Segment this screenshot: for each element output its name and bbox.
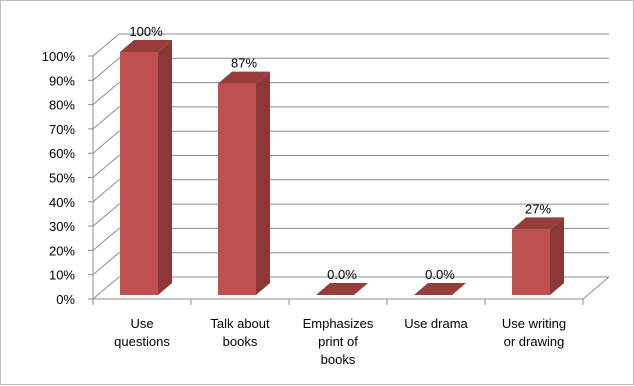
y-tick-label: 40% [49, 195, 75, 210]
x-category-label: Use drama [404, 316, 468, 331]
y-tick-label: 90% [49, 73, 75, 88]
x-category-label: print of [318, 334, 358, 349]
bar-top [316, 283, 368, 295]
data-label: 27% [525, 201, 551, 216]
x-category-label: or drawing [504, 334, 565, 349]
bar [120, 52, 158, 295]
bar-side [158, 40, 172, 295]
gridline-diagonal [92, 155, 120, 178]
gridline-diagonal [92, 203, 120, 227]
y-tick-label: 30% [49, 219, 75, 234]
bar-top [218, 71, 270, 84]
y-tick-label: 70% [49, 122, 75, 137]
gridline-diagonal [92, 33, 120, 57]
data-label: 87% [231, 56, 257, 71]
y-tick-label: 100% [42, 49, 76, 64]
y-tick-label: 50% [49, 171, 75, 186]
y-tick-label: 20% [49, 243, 75, 258]
data-label: 0.0% [425, 267, 455, 282]
data-label: 100% [129, 24, 163, 39]
x-category-label: Talk about [210, 316, 270, 331]
x-category-label: books [223, 334, 258, 349]
gridline-diagonal [92, 82, 120, 105]
gridline-diagonal [92, 252, 120, 276]
bar-top [512, 217, 564, 230]
x-category-label: books [321, 352, 356, 367]
gridline-diagonal [92, 57, 120, 81]
x-category-label: Use writing [502, 316, 566, 331]
floor-right-edge [582, 276, 610, 300]
y-tick-label: 60% [49, 146, 75, 161]
x-category-label: questions [114, 334, 170, 349]
gridline-diagonal [92, 130, 120, 154]
x-category-label: Use [130, 316, 153, 331]
bar-top [120, 40, 172, 52]
y-tick-label: 80% [49, 98, 75, 113]
data-label: 0.0% [327, 267, 357, 282]
bar [512, 229, 550, 295]
gridline-diagonal [92, 228, 120, 251]
bar-side [256, 71, 270, 295]
gridline-diagonal [92, 106, 120, 130]
gridline-diagonal [92, 276, 120, 300]
bar-side [550, 217, 564, 295]
x-category-label: Emphasizes [303, 316, 374, 331]
gridline-diagonal [92, 179, 120, 203]
bar-top [414, 283, 466, 295]
y-tick-label: 10% [49, 268, 75, 283]
y-tick-label: 0% [56, 292, 75, 307]
bar [218, 83, 256, 295]
